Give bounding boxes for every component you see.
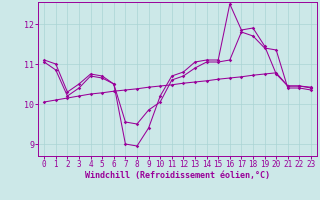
X-axis label: Windchill (Refroidissement éolien,°C): Windchill (Refroidissement éolien,°C) bbox=[85, 171, 270, 180]
